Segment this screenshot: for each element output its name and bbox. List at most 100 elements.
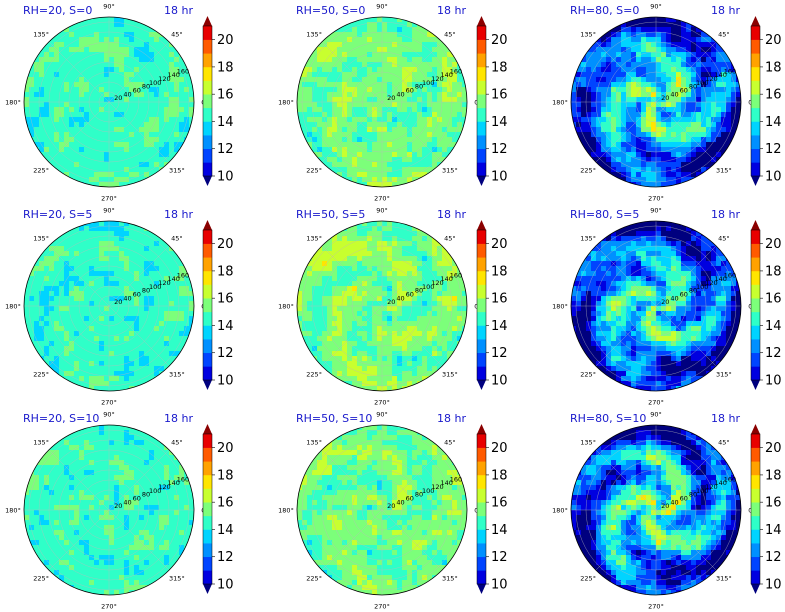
angle-tick-label: 315° [442,574,458,582]
colorbar-segment [751,570,760,585]
colorbar-segment [203,121,212,136]
angle-tick-label: 90° [103,207,115,215]
colorbar: 10 12 14 16 18 20 [202,424,234,594]
angle-tick-label: 225° [580,166,596,174]
colorbar-segment [203,556,212,571]
radial-tick-label: 80 [415,83,423,91]
angle-tick-label: 90° [650,411,662,419]
angle-tick-label: 135° [33,31,49,39]
angular-gridline [655,245,717,307]
polar-panel: 204060801001201401600°45°90°135°180°225°… [552,3,781,203]
angular-gridline [381,449,443,511]
angular-gridline [321,449,383,511]
colorbar-segment [751,502,760,517]
panel-time-label: 18 hr [164,4,193,17]
angular-gridline [48,449,110,511]
radial-tick-label: 40 [670,90,678,98]
colorbar-tick-label: 20 [765,33,782,48]
radial-tick-label: 140 [714,479,726,487]
angle-tick-label: 315° [442,370,458,378]
colorbar-tick-label: 12 [491,550,508,565]
colorbar-tick-label: 14 [217,523,234,538]
radial-tick-label: 80 [142,491,150,499]
colorbar-tick-label: 20 [491,441,508,456]
colorbar-tick-label: 16 [765,496,782,511]
colorbar-segment [751,556,760,571]
angular-gridline [48,305,110,367]
angle-tick-label: 135° [306,439,322,447]
colorbar-tick-label: 20 [217,33,234,48]
colorbar-tick-label: 12 [491,142,508,157]
radial-tick-label: 140 [167,71,179,79]
radial-tick-label: 60 [133,495,141,503]
radial-tick-label: 20 [661,94,669,102]
colorbar-tick-label: 14 [765,523,782,538]
angle-tick-label: 225° [580,574,596,582]
colorbar-tick-label: 16 [491,292,508,307]
colorbar-segment [477,39,486,54]
colorbar-tick-label: 16 [217,496,234,511]
angular-gridline [595,449,657,511]
angular-gridline [321,101,383,163]
colorbar-segment [751,53,760,68]
colorbar-tick-label: 14 [217,115,234,130]
radial-tick-label: 120 [431,75,443,83]
radial-tick-label: 80 [415,287,423,295]
colorbar-tick-label: 12 [491,346,508,361]
colorbar-tick-label: 16 [765,88,782,103]
colorbar-segment [751,135,760,150]
colorbar-extend-max [203,16,212,26]
colorbar-segment [751,352,760,367]
radial-tick-label: 160 [450,475,462,483]
colorbar-segment [203,230,212,244]
angular-gridline [48,41,110,103]
contour-field [571,425,741,595]
colorbar-segment [203,488,212,503]
colorbar-segment [203,298,212,313]
angle-tick-label: 180° [5,507,21,515]
angle-tick-label: 45° [171,235,183,243]
panel-title: RH=80, S=0 [570,4,639,17]
colorbar-tick-label: 12 [217,346,234,361]
colorbar-extend-max [751,424,760,434]
colorbar-tick-label: 12 [217,550,234,565]
radial-tick-label: 20 [114,94,122,102]
angle-tick-label: 135° [580,31,596,39]
polar-frame [570,424,742,596]
colorbar-tick-label: 18 [491,264,508,279]
colorbar-segment [751,461,760,476]
radial-tick-label: 140 [714,71,726,79]
radial-tick-label: 60 [133,87,141,95]
angular-gridline [108,245,170,307]
colorbar-segment [203,502,212,517]
panel-time-label: 18 hr [711,412,740,425]
angular-gridline [108,509,170,571]
radial-tick-label: 60 [680,87,688,95]
colorbar-segment [203,366,212,381]
colorbar-segment [203,339,212,354]
colorbar-segment [751,257,760,272]
polar-frame [23,16,195,188]
angular-gridline [595,305,657,367]
colorbar-tick-label: 20 [491,33,508,48]
angular-gridline [655,305,717,367]
colorbar-frame [750,433,761,585]
colorbar-tick-label: 14 [491,115,508,130]
angular-gridline [321,305,383,367]
angle-tick-label: 90° [650,3,662,11]
radial-tick-label: 80 [142,83,150,91]
radial-tick-label: 40 [670,294,678,302]
angle-tick-label: 180° [278,99,294,107]
radial-tick-label: 60 [406,87,414,95]
polar-panel: 204060801001201401600°45°90°135°180°225°… [5,411,233,611]
angular-gridline [321,245,383,307]
colorbar-segment [203,474,212,489]
angle-tick-label: 225° [33,166,49,174]
angle-tick-label: 180° [552,303,568,311]
angular-gridline [381,305,443,367]
colorbar-tick-label: 16 [491,88,508,103]
angle-tick-label: 45° [444,31,456,39]
colorbar-segment [203,311,212,326]
colorbar-tick-label: 18 [217,60,234,75]
colorbar-segment [203,39,212,54]
